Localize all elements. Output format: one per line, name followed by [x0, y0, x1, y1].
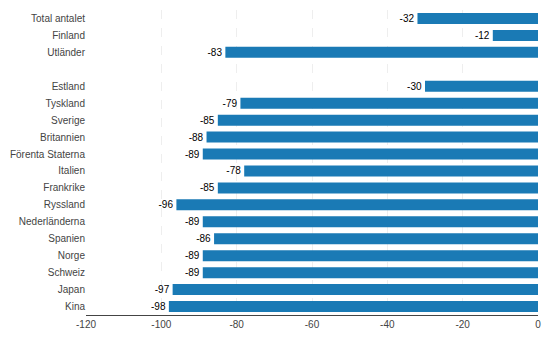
- svg-text:Förenta Staterna: Förenta Staterna: [10, 149, 85, 160]
- svg-text:-120: -120: [76, 319, 96, 330]
- svg-text:-32: -32: [400, 13, 415, 24]
- svg-text:-40: -40: [380, 319, 395, 330]
- svg-text:-30: -30: [407, 81, 422, 92]
- svg-text:-20: -20: [455, 319, 470, 330]
- svg-text:Total antalet: Total antalet: [31, 13, 85, 24]
- svg-text:Ryssland: Ryssland: [44, 199, 85, 210]
- svg-text:Sverige: Sverige: [51, 115, 85, 126]
- svg-text:-86: -86: [196, 233, 211, 244]
- svg-text:Estland: Estland: [52, 81, 85, 92]
- svg-text:-96: -96: [159, 199, 174, 210]
- svg-text:-89: -89: [185, 216, 200, 227]
- svg-text:0: 0: [535, 319, 541, 330]
- svg-text:-89: -89: [185, 149, 200, 160]
- svg-text:-97: -97: [155, 284, 170, 295]
- svg-text:Japan: Japan: [58, 284, 85, 295]
- svg-text:Italien: Italien: [58, 165, 85, 176]
- svg-text:Tyskland: Tyskland: [46, 98, 85, 109]
- svg-text:Finland: Finland: [52, 30, 85, 41]
- svg-text:-98: -98: [151, 301, 166, 312]
- svg-text:Utländer: Utländer: [47, 47, 85, 58]
- svg-text:Nederländerna: Nederländerna: [19, 216, 86, 227]
- svg-text:-78: -78: [226, 165, 241, 176]
- svg-text:-80: -80: [229, 319, 244, 330]
- svg-text:Kina: Kina: [65, 301, 85, 312]
- svg-text:-60: -60: [305, 319, 320, 330]
- svg-text:-89: -89: [185, 267, 200, 278]
- svg-text:-89: -89: [185, 250, 200, 261]
- svg-text:-12: -12: [475, 30, 490, 41]
- svg-text:Norge: Norge: [58, 250, 86, 261]
- svg-text:-88: -88: [189, 132, 204, 143]
- svg-text:-100: -100: [151, 319, 171, 330]
- svg-text:Britannien: Britannien: [40, 132, 85, 143]
- svg-text:Spanien: Spanien: [48, 233, 85, 244]
- svg-text:-79: -79: [223, 98, 238, 109]
- svg-text:-85: -85: [200, 115, 215, 126]
- svg-text:-83: -83: [207, 47, 222, 58]
- svg-text:Frankrike: Frankrike: [43, 182, 85, 193]
- svg-text:-85: -85: [200, 182, 215, 193]
- svg-text:Schweiz: Schweiz: [48, 267, 85, 278]
